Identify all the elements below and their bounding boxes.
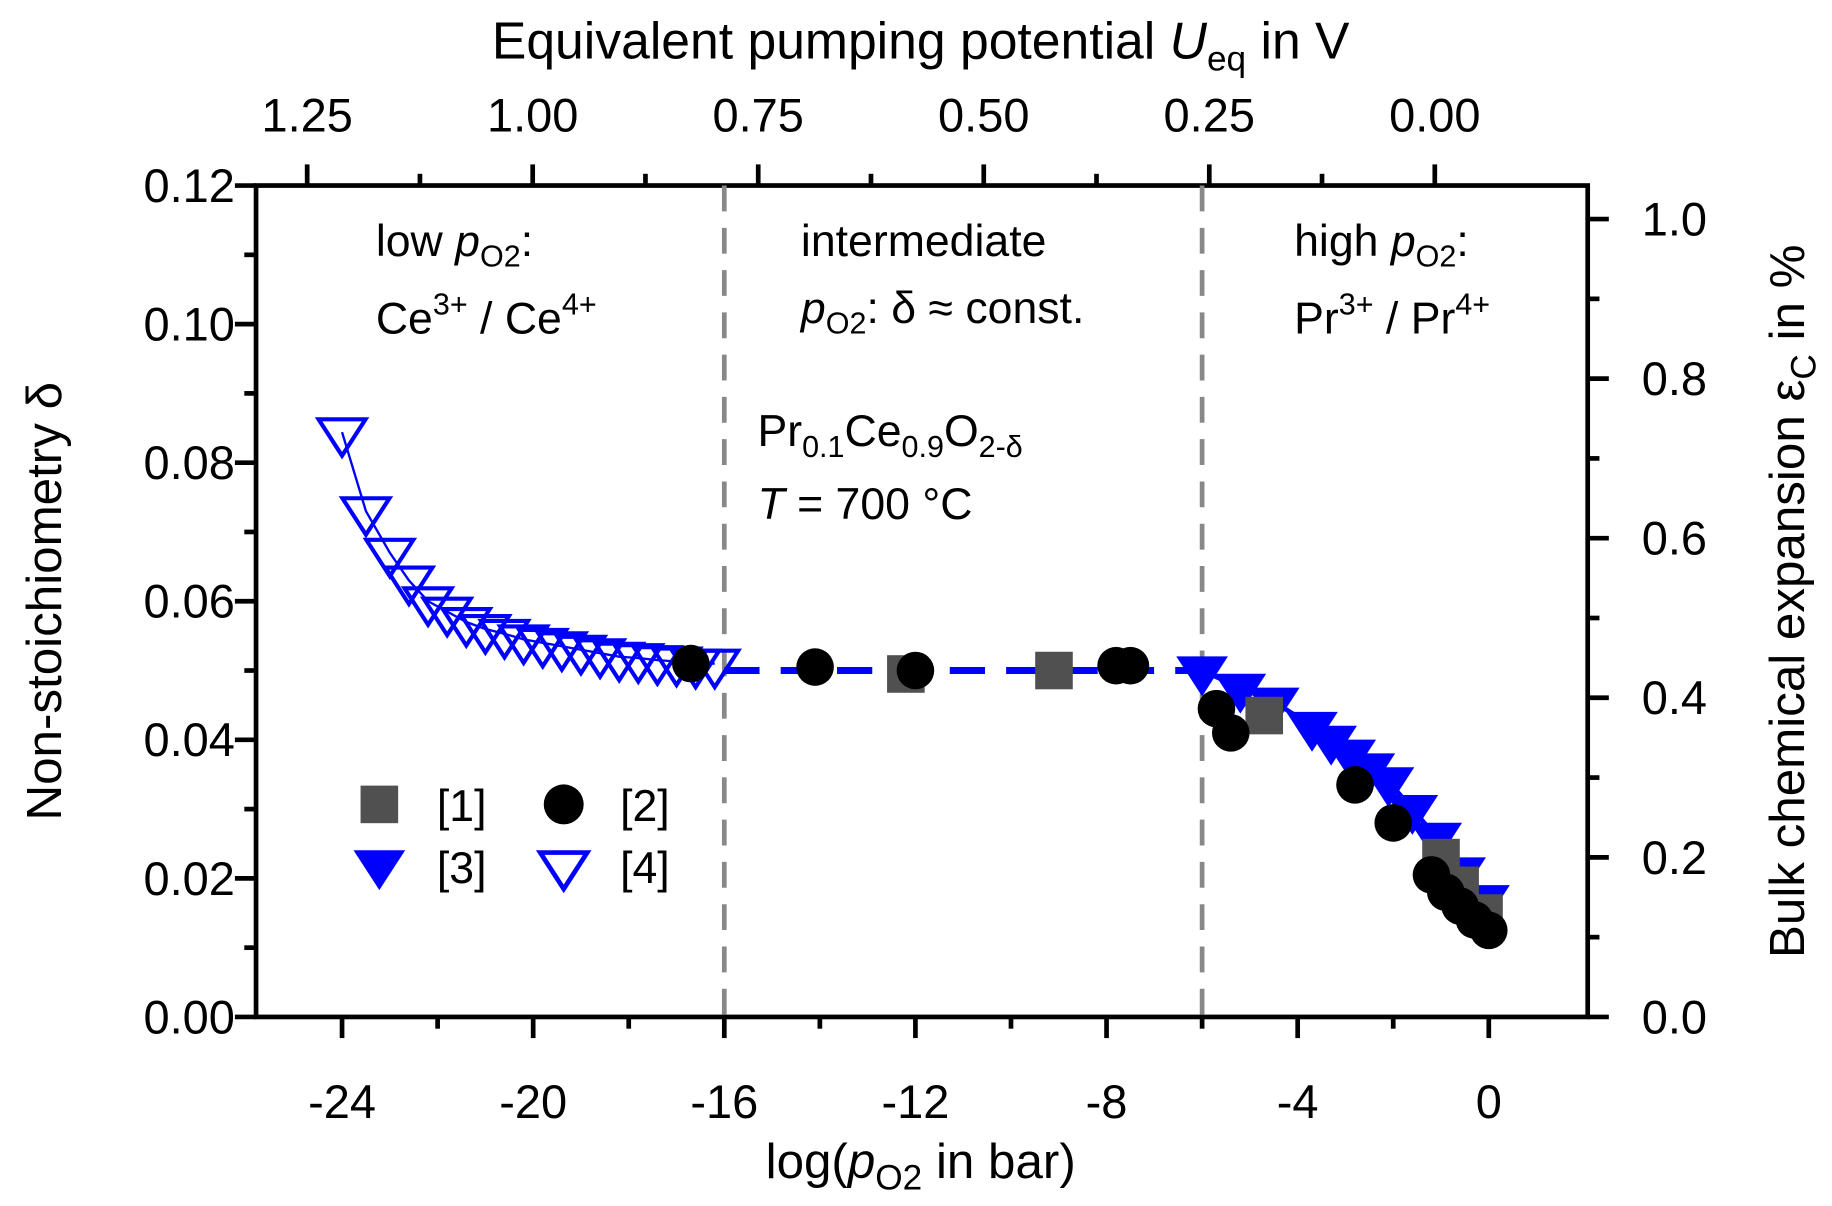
x-tick-label: 0 <box>1476 1075 1502 1128</box>
data-point-triangle-open <box>496 624 551 667</box>
data-point-triangle-open <box>439 607 494 650</box>
data-point-circle <box>1336 766 1374 804</box>
data-point-triangle-filled <box>1362 767 1415 808</box>
y-tick-label: 0.02 <box>143 852 234 905</box>
data-point-triangle-open <box>458 613 513 657</box>
top-tick-label: 0.25 <box>1164 89 1255 142</box>
y-axis-title-right: Bulk chemical expansion εC in % <box>1760 244 1824 958</box>
y2-tick-label: 0.4 <box>1642 671 1707 724</box>
data-point-triangle-open <box>338 496 394 539</box>
top-tick-label: 0.50 <box>938 89 1029 142</box>
data-point-triangle-open <box>572 638 628 681</box>
y2-tick-label: 1.0 <box>1642 192 1707 245</box>
x-tick-label: -16 <box>690 1075 758 1128</box>
y2-tick-label: 0.8 <box>1642 352 1707 405</box>
x-tick-label: -4 <box>1277 1075 1319 1128</box>
data-marks <box>314 417 1510 950</box>
legend-marker-2 <box>543 784 584 825</box>
legend-marker-4 <box>535 850 592 894</box>
data-point-circle <box>796 648 834 686</box>
y-tick-label: 0.04 <box>143 713 234 766</box>
x-tick-label: -12 <box>881 1075 949 1128</box>
annotation-temperature: T = 700 °C <box>757 480 972 529</box>
y-tick-label: 0.10 <box>143 298 234 351</box>
data-point-square <box>1245 696 1284 735</box>
data-point-circle <box>672 644 710 683</box>
y-tick-label: 0.12 <box>143 159 234 212</box>
data-point-triangle-filled <box>1176 656 1228 697</box>
data-point-triangle-filled <box>1214 673 1267 714</box>
data-point-triangle-open <box>515 627 570 671</box>
data-point-triangle-open <box>400 586 456 629</box>
y-tick-label: 0.06 <box>143 575 234 628</box>
x-axis-title: log(pO2 in bar) <box>766 1134 1076 1198</box>
top-axis-title: Equivalent pumping potential Ueq in V <box>492 12 1350 79</box>
y-tick-label: 0.08 <box>143 436 234 489</box>
legend: [1] [2] [3] [4] <box>353 782 670 894</box>
x-tick-label: -8 <box>1086 1075 1128 1128</box>
data-point-triangle-open <box>611 643 666 686</box>
data-point-triangle-open <box>477 618 532 662</box>
plot-frame <box>253 183 1591 1020</box>
axes: -24 -20 -16 -12 -8 -4 0 1.25 1.00 0.75 0.50 0.25 0.0… <box>143 89 1707 1128</box>
annotation-delta-const: pO2: δ ≈ const. <box>799 284 1084 341</box>
annotation-formula: Pr0.1Ce0.9O2-δ <box>757 407 1022 464</box>
y2-tick-label: 0.2 <box>1642 831 1707 884</box>
data-point-circle <box>1211 714 1250 752</box>
annotation-low-po2: low pO2: <box>376 217 533 274</box>
data-point-circle <box>1470 911 1508 950</box>
data-point-triangle-open <box>362 537 418 581</box>
top-tick-label: 1.25 <box>261 89 352 142</box>
annotation-intermediate: intermediate <box>801 217 1046 266</box>
legend-marker-3 <box>353 850 406 891</box>
legend-label-2: [2] <box>620 782 670 831</box>
legend-marker-1 <box>360 785 399 824</box>
data-point-square <box>1035 651 1073 690</box>
y-tick-label: 0.00 <box>143 990 234 1043</box>
data-point-circle <box>896 651 935 690</box>
legend-label-3: [3] <box>437 844 487 893</box>
annotation-pr-redox: Pr3+ / Pr4+ <box>1294 288 1490 344</box>
top-tick-label: 0.75 <box>713 89 804 142</box>
annotation-ce-redox: Ce3+ / Ce4+ <box>376 288 597 344</box>
top-tick-label: 1.00 <box>487 89 578 142</box>
data-point-triangle-open <box>553 634 609 678</box>
data-point-circle <box>1111 646 1150 685</box>
top-tick-label: 0.00 <box>1389 89 1480 142</box>
legend-label-4: [4] <box>620 844 670 893</box>
data-point-triangle-open <box>314 417 370 460</box>
data-point-triangle-filled <box>1386 794 1439 835</box>
data-point-triangle-open <box>534 631 590 674</box>
y2-tick-label: 0.0 <box>1642 990 1707 1043</box>
data-point-circle <box>1374 804 1413 842</box>
x-tick-label: -24 <box>308 1075 376 1128</box>
data-point-triangle-open <box>419 596 475 639</box>
annotation-high-po2: high pO2: <box>1294 217 1469 274</box>
legend-label-1: [1] <box>437 782 487 831</box>
data-point-triangle-open <box>381 565 437 608</box>
y2-tick-label: 0.6 <box>1642 512 1707 565</box>
y-axis-title-left: Non-stoichiometry δ <box>17 382 72 821</box>
x-tick-label: -20 <box>499 1075 567 1128</box>
